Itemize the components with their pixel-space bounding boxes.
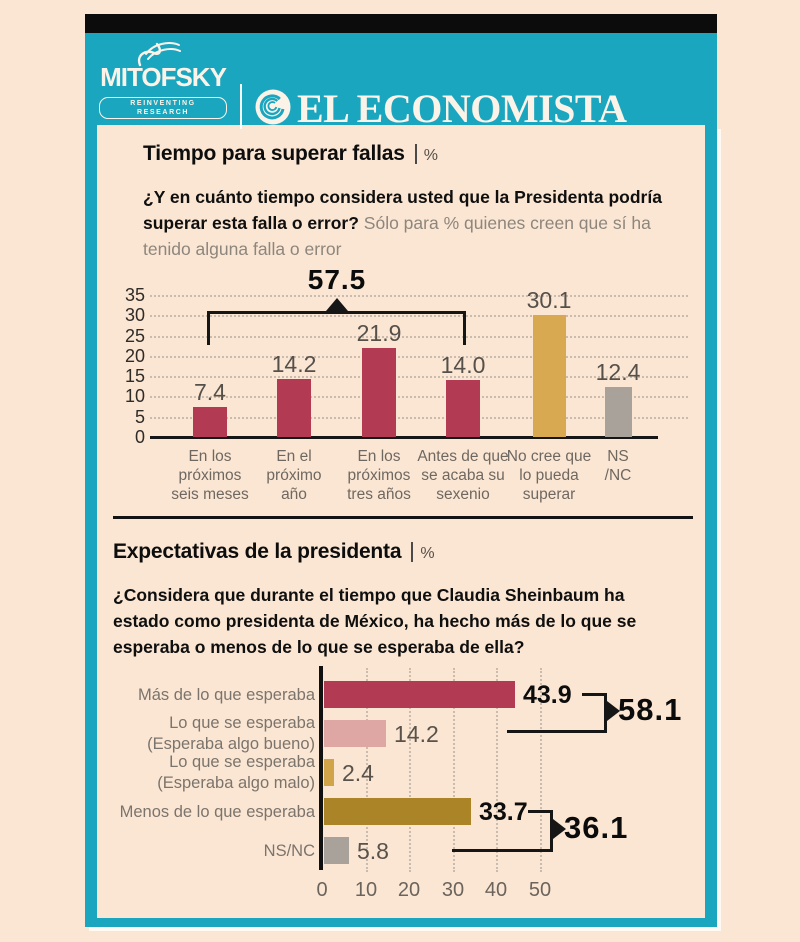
title-divider-bar xyxy=(414,144,417,164)
section2-title-text: Expectativas de la presidenta xyxy=(113,540,402,563)
section2-title: Expectativas de la presidenta% xyxy=(113,540,435,564)
swan-icon xyxy=(137,42,181,67)
section2-question: ¿Considera que durante el tiempo que Cla… xyxy=(113,582,669,660)
top-black-bar xyxy=(85,14,717,33)
section1-question-bold: ¿Y en cuánto tiempo considera usted que … xyxy=(143,187,662,233)
section1-unit: % xyxy=(423,147,438,164)
section1-question: ¿Y en cuánto tiempo considera usted que … xyxy=(143,184,671,262)
section1-title-text: Tiempo para superar fallas xyxy=(143,142,405,165)
section1-title: Tiempo para superar fallas% xyxy=(143,142,438,166)
infographic-card: MITOFSKY REINVENTING RESEARCH EL ECONOMI… xyxy=(85,14,717,927)
mitofsky-logo-text: MITOFSKY xyxy=(100,62,227,92)
mitofsky-tagline: REINVENTING RESEARCH xyxy=(99,97,227,119)
section2-unit: % xyxy=(420,545,435,562)
content-frame xyxy=(85,125,717,927)
title-divider-bar2 xyxy=(411,542,414,562)
economista-logo: EL ECONOMISTA xyxy=(297,86,627,131)
header-band: MITOFSKY REINVENTING RESEARCH EL ECONOMI… xyxy=(85,33,717,129)
section1-question-note: Sólo para % quienes creen que sí ha teni… xyxy=(143,213,651,259)
mitofsky-logo: MITOFSKY REINVENTING RESEARCH xyxy=(99,63,227,119)
section-divider xyxy=(113,516,693,519)
logo-separator xyxy=(240,84,242,129)
section2-question-bold: ¿Considera que durante el tiempo que Cla… xyxy=(113,585,637,657)
economista-globe-icon xyxy=(255,89,291,125)
